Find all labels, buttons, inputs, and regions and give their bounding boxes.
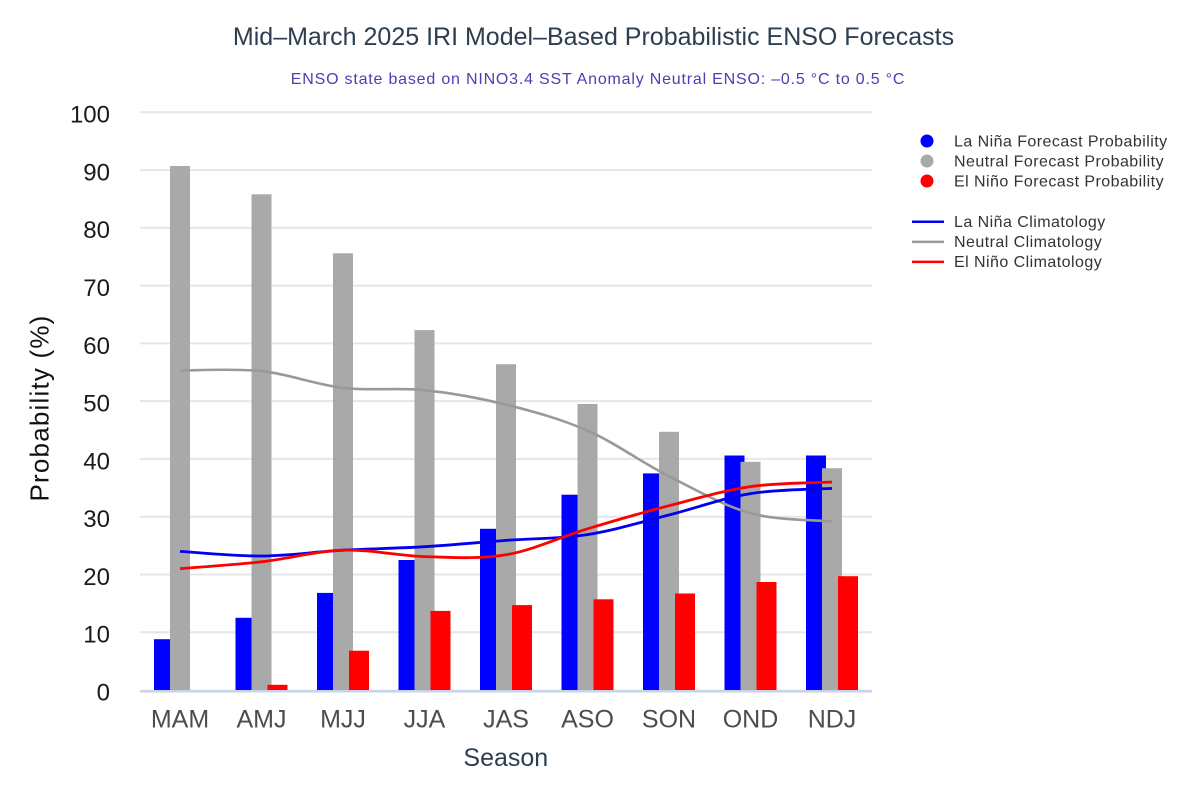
svg-text:La Niña Climatology: La Niña Climatology <box>954 214 1106 231</box>
svg-text:0: 0 <box>97 679 110 706</box>
svg-text:El Niño Climatology: El Niño Climatology <box>954 254 1102 271</box>
svg-text:ASO: ASO <box>561 706 614 734</box>
svg-text:NDJ: NDJ <box>808 706 857 734</box>
svg-text:30: 30 <box>83 506 110 533</box>
svg-text:Season: Season <box>463 744 548 772</box>
svg-text:SON: SON <box>642 706 696 734</box>
svg-text:100: 100 <box>70 102 110 129</box>
svg-text:OND: OND <box>723 706 779 734</box>
svg-text:Mid–March 2025 IRI Model–Based: Mid–March 2025 IRI Model–Based Probabili… <box>233 23 954 51</box>
svg-text:90: 90 <box>83 160 110 187</box>
svg-text:Neutral Forecast Probability: Neutral Forecast Probability <box>954 153 1164 170</box>
svg-text:MJJ: MJJ <box>320 706 366 734</box>
svg-text:El Niño Forecast Probability: El Niño Forecast Probability <box>954 173 1164 190</box>
svg-text:70: 70 <box>83 275 110 302</box>
svg-text:80: 80 <box>83 217 110 244</box>
svg-text:La Niña Forecast Probability: La Niña Forecast Probability <box>954 133 1168 150</box>
svg-text:Probability (%): Probability (%) <box>25 314 55 501</box>
svg-text:50: 50 <box>83 391 110 418</box>
svg-text:40: 40 <box>83 448 110 475</box>
svg-text:AMJ: AMJ <box>237 706 287 734</box>
svg-text:JJA: JJA <box>404 706 446 734</box>
svg-text:JAS: JAS <box>483 706 529 734</box>
svg-text:10: 10 <box>83 622 110 649</box>
svg-text:MAM: MAM <box>151 706 209 734</box>
svg-text:ENSO state based on NINO3.4 SS: ENSO state based on NINO3.4 SST Anomaly … <box>291 71 905 88</box>
svg-text:60: 60 <box>83 333 110 360</box>
svg-text:Neutral Climatology: Neutral Climatology <box>954 234 1102 251</box>
svg-text:20: 20 <box>83 564 110 591</box>
